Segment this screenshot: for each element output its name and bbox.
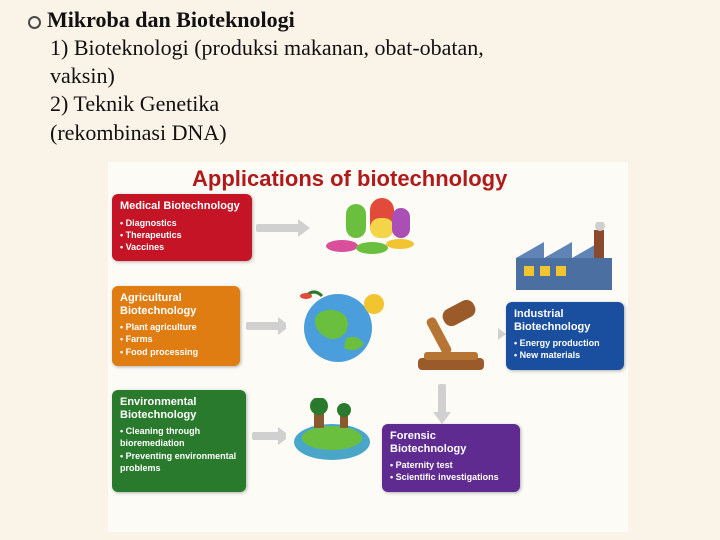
list-item: Vaccines xyxy=(120,241,244,253)
card-agricultural: Agricultural Biotechnology Plant agricul… xyxy=(112,286,240,366)
list-item: Scientific investigations xyxy=(390,471,512,483)
card-list: Energy production New materials xyxy=(514,337,616,361)
card-environmental: Environmental Biotechnology Cleaning thr… xyxy=(112,390,246,492)
heading-row: Mikroba dan Bioteknologi xyxy=(28,6,692,34)
list-item: Cleaning through bioremediation xyxy=(120,425,238,449)
card-list: Paternity test Scientific investigations xyxy=(390,459,512,483)
arrow-icon xyxy=(246,322,280,330)
list-item: Diagnostics xyxy=(120,217,244,229)
card-list: Diagnostics Therapeutics Vaccines xyxy=(120,217,244,253)
arrow-icon xyxy=(438,384,446,414)
line-1: 1) Bioteknologi (produksi makanan, obat-… xyxy=(28,34,692,62)
card-industrial: Industrial Biotechnology Energy producti… xyxy=(506,302,624,370)
list-item: Food processing xyxy=(120,346,232,358)
gavel-icon xyxy=(404,286,498,378)
card-medical: Medical Biotechnology Diagnostics Therap… xyxy=(112,194,252,261)
list-item: Farms xyxy=(120,333,232,345)
line-4: (rekombinasi DNA) xyxy=(28,119,692,147)
heading: Mikroba dan Bioteknologi xyxy=(47,6,295,34)
card-list: Plant agriculture Farms Food processing xyxy=(120,321,232,357)
arrow-icon xyxy=(256,224,300,232)
list-item: Therapeutics xyxy=(120,229,244,241)
diagram-title: Applications of biotechnology xyxy=(192,166,507,192)
card-title: Industrial Biotechnology xyxy=(514,308,616,333)
line-3: 2) Teknik Genetika xyxy=(28,90,692,118)
card-title: Environmental Biotechnology xyxy=(120,396,238,421)
line-2: vaksin) xyxy=(28,62,692,90)
card-title: Forensic Biotechnology xyxy=(390,430,512,455)
card-forensic: Forensic Biotechnology Paternity test Sc… xyxy=(382,424,520,492)
list-item: Preventing environmental problems xyxy=(120,450,238,474)
card-title: Agricultural Biotechnology xyxy=(120,292,232,317)
list-item: Plant agriculture xyxy=(120,321,232,333)
card-title: Medical Biotechnology xyxy=(120,200,244,213)
list-item: Energy production xyxy=(514,337,616,349)
list-item: New materials xyxy=(514,349,616,361)
bullet-icon xyxy=(28,16,41,29)
card-list: Cleaning through bioremediation Preventi… xyxy=(120,425,238,474)
slide-text: Mikroba dan Bioteknologi 1) Bioteknologi… xyxy=(0,0,720,147)
pills-icon xyxy=(312,192,424,262)
pond-icon xyxy=(286,398,378,468)
diagram: Applications of biotechnology Medical Bi… xyxy=(108,162,628,532)
arrow-icon xyxy=(252,432,280,440)
list-item: Paternity test xyxy=(390,459,512,471)
globe-icon xyxy=(286,282,390,370)
factory-icon xyxy=(508,222,620,296)
